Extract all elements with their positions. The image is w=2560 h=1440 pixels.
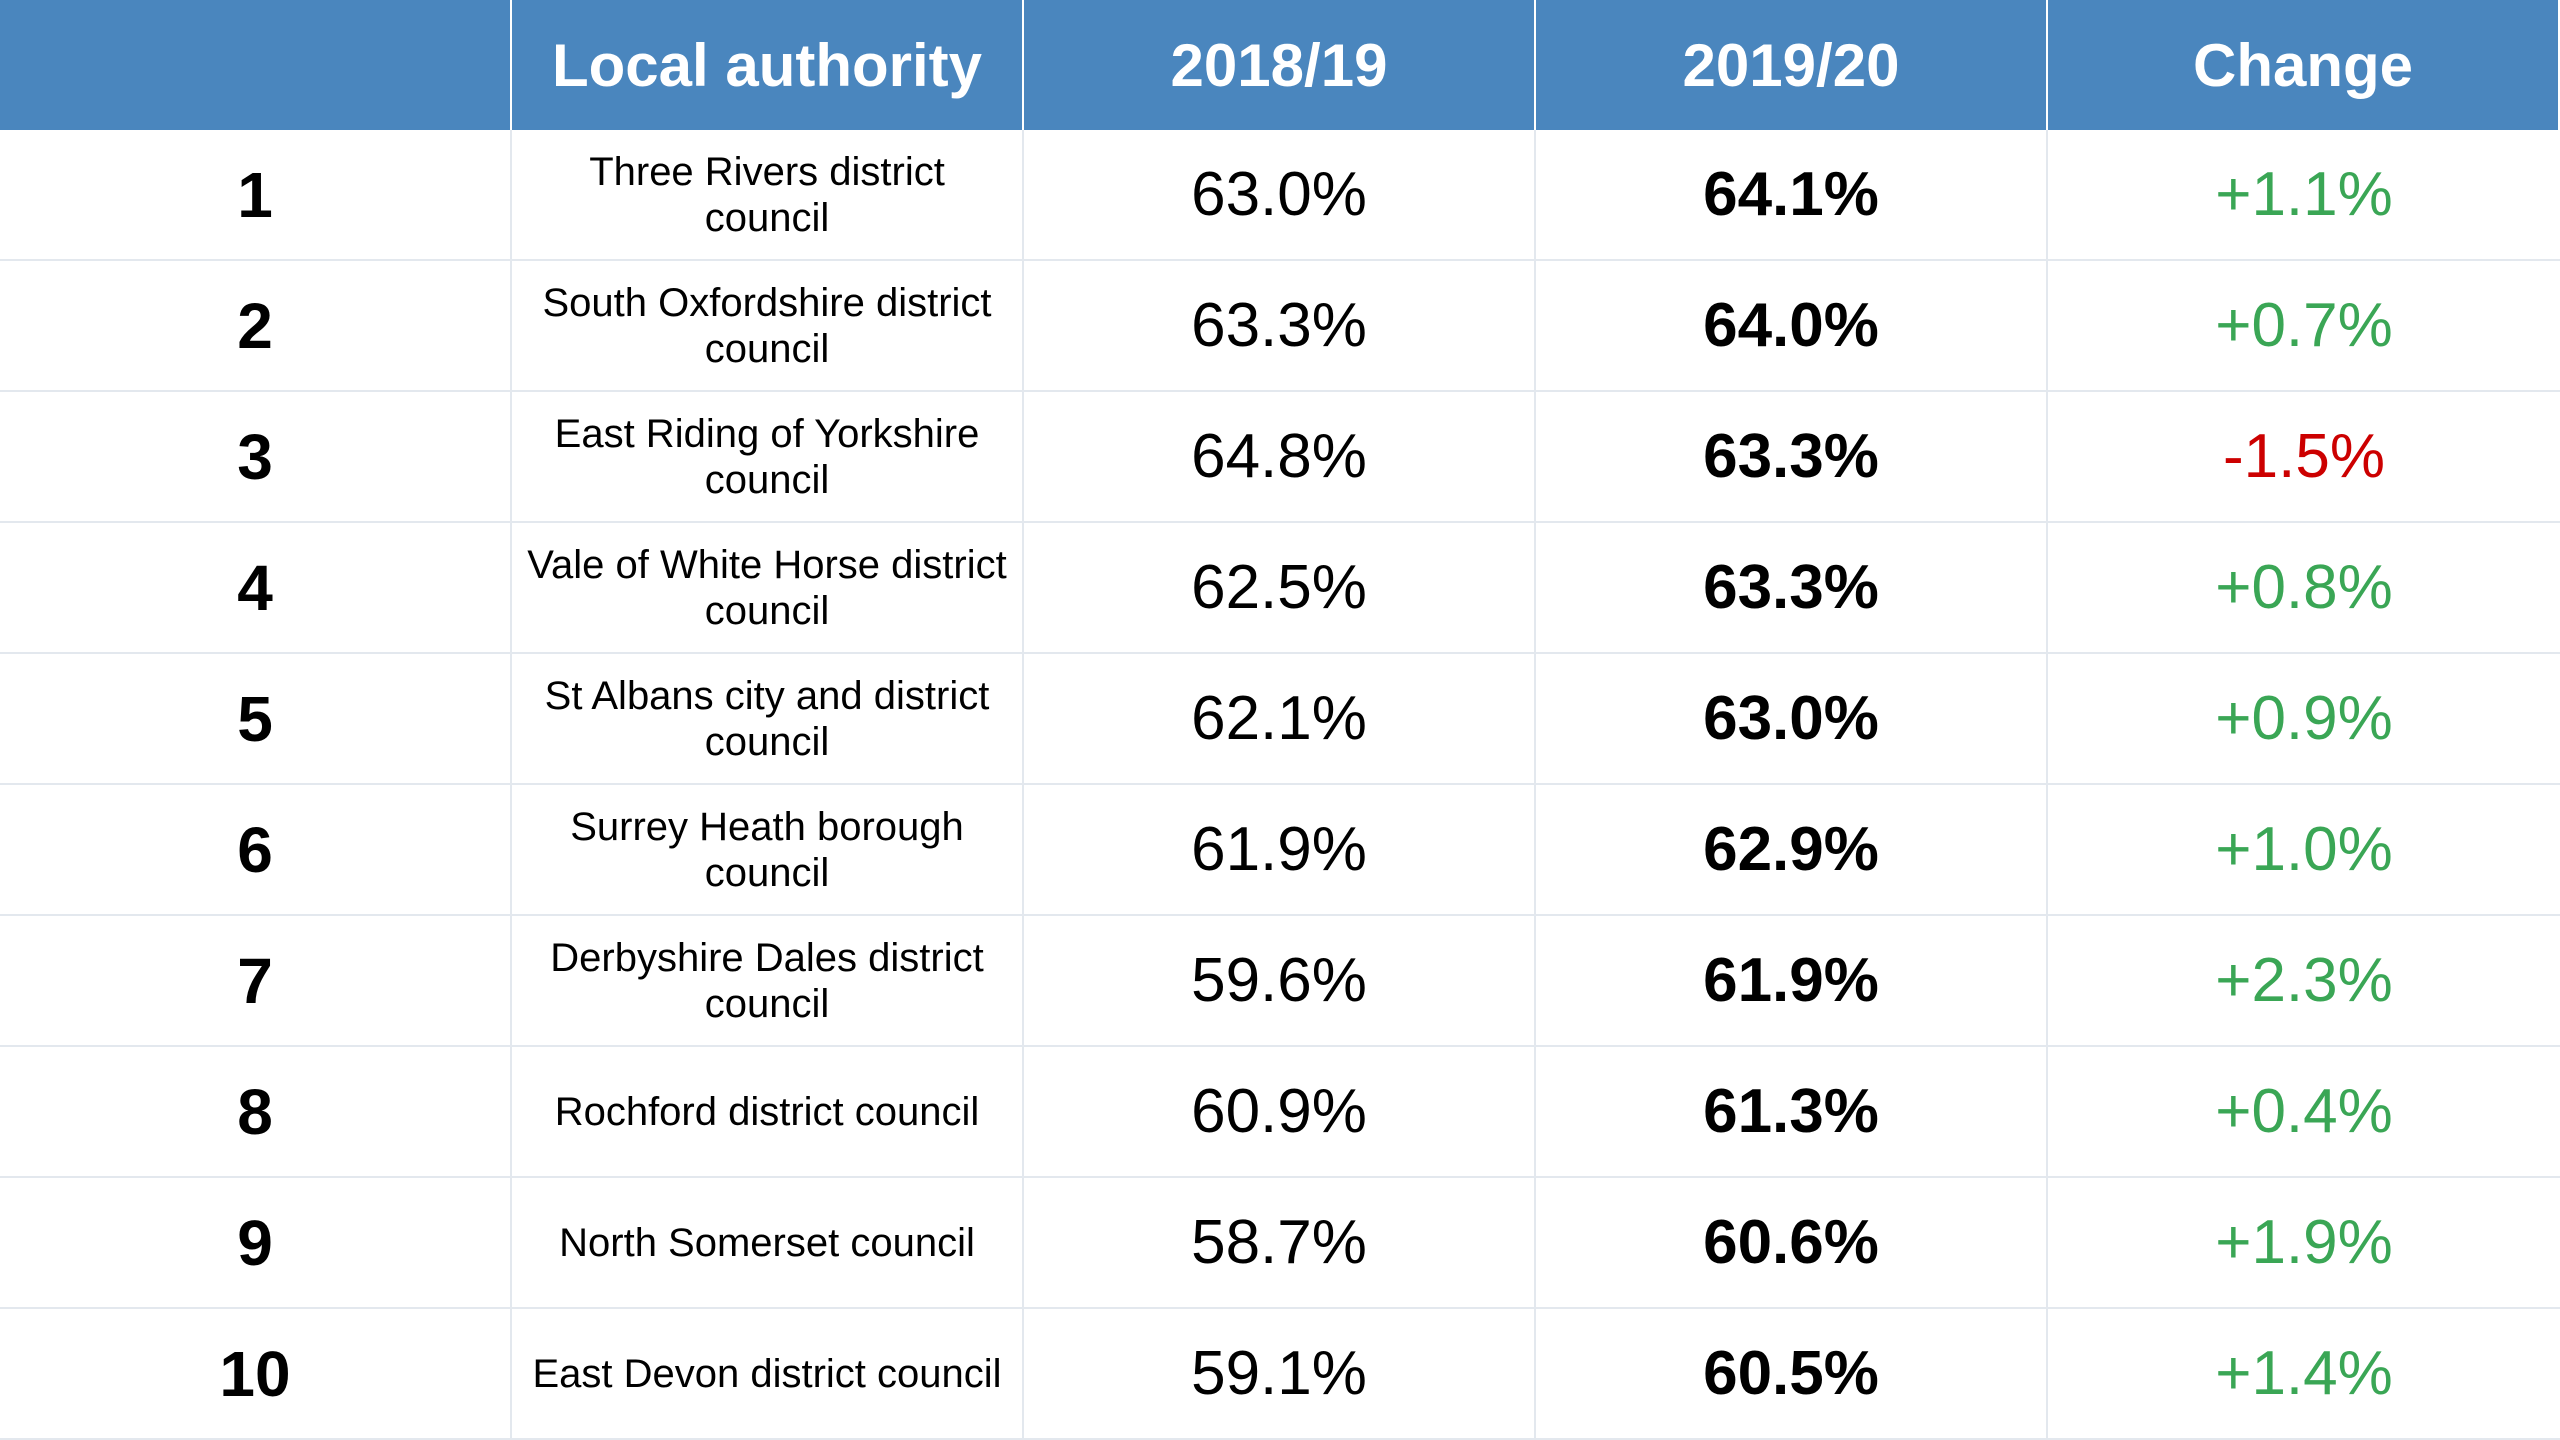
value-2018-19-cell: 59.1% (1024, 1309, 1536, 1440)
header-rank (0, 0, 512, 130)
value-2018-19-cell: 58.7% (1024, 1178, 1536, 1309)
local-authority-cell: Surrey Heath borough council (512, 785, 1024, 916)
change-cell: +0.9% (2048, 654, 2560, 785)
rank-cell: 10 (0, 1309, 512, 1440)
value-2018-19-cell: 62.5% (1024, 523, 1536, 654)
header-2019-20: 2019/20 (1536, 0, 2048, 130)
change-cell: +2.3% (2048, 916, 2560, 1047)
local-authority-cell: Three Rivers district council (512, 130, 1024, 261)
rank-cell: 2 (0, 261, 512, 392)
value-2019-20-cell: 64.1% (1536, 130, 2048, 261)
change-cell: +1.1% (2048, 130, 2560, 261)
change-cell: +0.4% (2048, 1047, 2560, 1178)
header-2018-19: 2018/19 (1024, 0, 1536, 130)
value-2018-19-cell: 62.1% (1024, 654, 1536, 785)
value-2019-20-cell: 61.3% (1536, 1047, 2048, 1178)
value-2019-20-cell: 60.5% (1536, 1309, 2048, 1440)
value-2019-20-cell: 60.6% (1536, 1178, 2048, 1309)
value-2018-19-cell: 59.6% (1024, 916, 1536, 1047)
header-local-authority: Local authority (512, 0, 1024, 130)
value-2019-20-cell: 63.3% (1536, 392, 2048, 523)
change-cell: +0.7% (2048, 261, 2560, 392)
local-authority-cell: Vale of White Horse district council (512, 523, 1024, 654)
value-2018-19-cell: 64.8% (1024, 392, 1536, 523)
rank-cell: 4 (0, 523, 512, 654)
change-cell: +1.4% (2048, 1309, 2560, 1440)
value-2018-19-cell: 61.9% (1024, 785, 1536, 916)
rank-cell: 5 (0, 654, 512, 785)
rank-cell: 8 (0, 1047, 512, 1178)
value-2019-20-cell: 61.9% (1536, 916, 2048, 1047)
change-cell: -1.5% (2048, 392, 2560, 523)
rank-cell: 7 (0, 916, 512, 1047)
value-2019-20-cell: 64.0% (1536, 261, 2048, 392)
rank-cell: 1 (0, 130, 512, 261)
rank-cell: 3 (0, 392, 512, 523)
change-cell: +1.9% (2048, 1178, 2560, 1309)
value-2019-20-cell: 63.3% (1536, 523, 2048, 654)
rank-cell: 9 (0, 1178, 512, 1309)
value-2018-19-cell: 63.0% (1024, 130, 1536, 261)
header-change: Change (2048, 0, 2560, 130)
rank-cell: 6 (0, 785, 512, 916)
local-authority-cell: North Somerset council (512, 1178, 1024, 1309)
value-2018-19-cell: 60.9% (1024, 1047, 1536, 1178)
value-2019-20-cell: 62.9% (1536, 785, 2048, 916)
local-authority-cell: South Oxfordshire district council (512, 261, 1024, 392)
change-cell: +1.0% (2048, 785, 2560, 916)
local-authority-cell: Rochford district council (512, 1047, 1024, 1178)
value-2018-19-cell: 63.3% (1024, 261, 1536, 392)
local-authority-cell: East Riding of Yorkshire council (512, 392, 1024, 523)
local-authority-cell: East Devon district council (512, 1309, 1024, 1440)
value-2019-20-cell: 63.0% (1536, 654, 2048, 785)
local-authority-cell: St Albans city and district council (512, 654, 1024, 785)
change-cell: +0.8% (2048, 523, 2560, 654)
local-authority-cell: Derbyshire Dales district council (512, 916, 1024, 1047)
